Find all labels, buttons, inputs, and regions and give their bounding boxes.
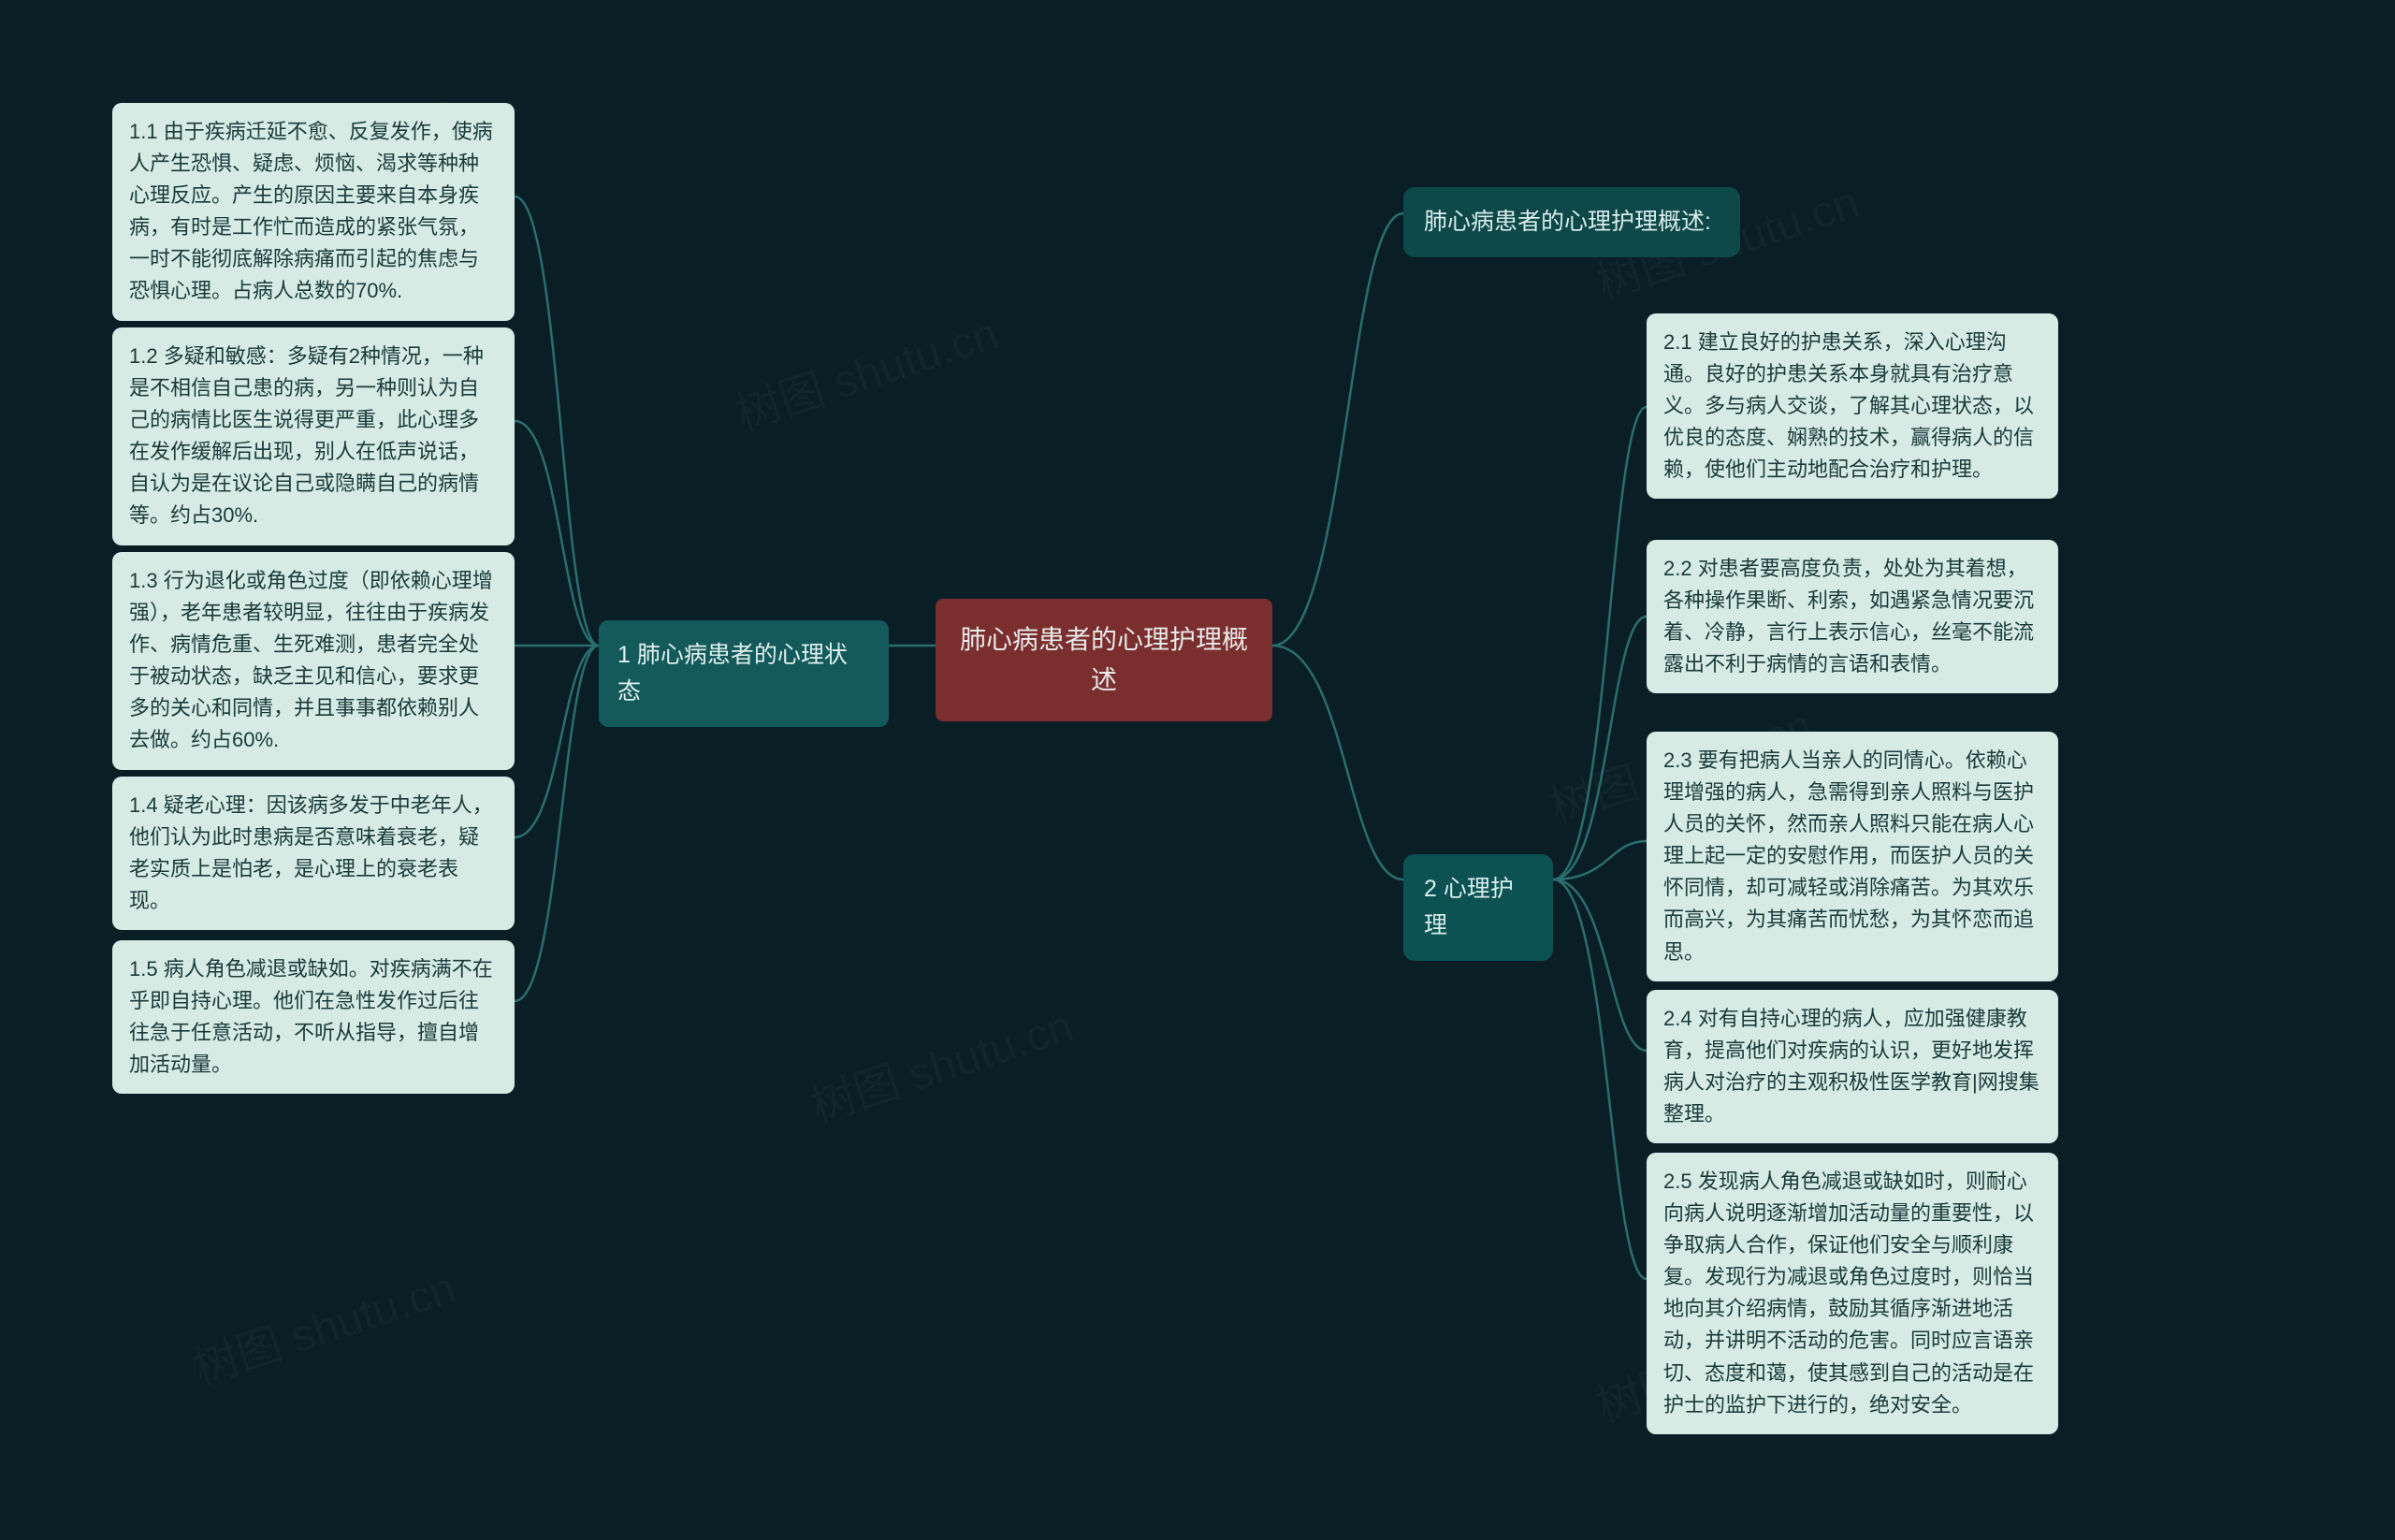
leaf-text: 2.1 建立良好的护患关系，深入心理沟通。良好的护患关系本身就具有治疗意义。多与…	[1663, 330, 2034, 481]
leaf-1-5[interactable]: 1.5 病人角色减退或缺如。对疾病满不在乎即自持心理。他们在急性发作过后往往急于…	[112, 940, 515, 1094]
leaf-text: 2.2 对患者要高度负责，处处为其着想，各种操作果断、利索，如遇紧急情况要沉着、…	[1663, 557, 2034, 676]
leaf-text: 2.4 对有自持心理的病人，应加强健康教育，提高他们对疾病的认识，更好地发挥病人…	[1663, 1007, 2039, 1126]
branch-overview[interactable]: 肺心病患者的心理护理概述:	[1403, 187, 1740, 257]
root-node[interactable]: 肺心病患者的心理护理概述	[936, 599, 1272, 721]
leaf-1-4[interactable]: 1.4 疑老心理：因该病多发于中老年人，他们认为此时患病是否意味着衰老，疑老实质…	[112, 777, 515, 930]
leaf-text: 1.4 疑老心理：因该病多发于中老年人，他们认为此时患病是否意味着衰老，疑老实质…	[129, 793, 493, 912]
leaf-1-3[interactable]: 1.3 行为退化或角色过度（即依赖心理增强），老年患者较明显，往往由于疾病发作、…	[112, 552, 515, 770]
leaf-1-1[interactable]: 1.1 由于疾病迁延不愈、反复发作，使病人产生恐惧、疑虑、烦恼、渴求等种种心理反…	[112, 103, 515, 321]
branch-psych-state[interactable]: 1 肺心病患者的心理状态	[599, 620, 889, 727]
root-label: 肺心病患者的心理护理概述	[960, 625, 1248, 694]
leaf-text: 2.3 要有把病人当亲人的同情心。依赖心理增强的病人，急需得到亲人照料与医护人员…	[1663, 748, 2034, 964]
branch-psych-care[interactable]: 2 心理护理	[1403, 854, 1553, 961]
watermark: 树图 shutu.cn	[801, 989, 1080, 1135]
watermark: 树图 shutu.cn	[726, 297, 1005, 443]
leaf-text: 1.5 病人角色减退或缺如。对疾病满不在乎即自持心理。他们在急性发作过后往往急于…	[129, 957, 493, 1076]
leaf-text: 1.1 由于疾病迁延不愈、反复发作，使病人产生恐惧、疑虑、烦恼、渴求等种种心理反…	[129, 120, 493, 302]
leaf-text: 1.3 行为退化或角色过度（即依赖心理增强），老年患者较明显，往往由于疾病发作、…	[129, 569, 493, 751]
leaf-2-1[interactable]: 2.1 建立良好的护患关系，深入心理沟通。良好的护患关系本身就具有治疗意义。多与…	[1647, 313, 2058, 499]
leaf-1-2[interactable]: 1.2 多疑和敏感：多疑有2种情况，一种是不相信自己患的病，另一种则认为自己的病…	[112, 327, 515, 545]
watermark: 树图 shutu.cn	[183, 1251, 462, 1397]
branch-label: 2 心理护理	[1424, 876, 1514, 938]
leaf-2-5[interactable]: 2.5 发现病人角色减退或缺如时，则耐心向病人说明逐渐增加活动量的重要性，以争取…	[1647, 1153, 2058, 1434]
leaf-text: 2.5 发现病人角色减退或缺如时，则耐心向病人说明逐渐增加活动量的重要性，以争取…	[1663, 1170, 2034, 1417]
branch-label: 肺心病患者的心理护理概述:	[1424, 209, 1711, 235]
branch-label: 1 肺心病患者的心理状态	[617, 642, 848, 705]
leaf-2-4[interactable]: 2.4 对有自持心理的病人，应加强健康教育，提高他们对疾病的认识，更好地发挥病人…	[1647, 990, 2058, 1143]
leaf-2-2[interactable]: 2.2 对患者要高度负责，处处为其着想，各种操作果断、利索，如遇紧急情况要沉着、…	[1647, 540, 2058, 693]
leaf-2-3[interactable]: 2.3 要有把病人当亲人的同情心。依赖心理增强的病人，急需得到亲人照料与医护人员…	[1647, 732, 2058, 981]
leaf-text: 1.2 多疑和敏感：多疑有2种情况，一种是不相信自己患的病，另一种则认为自己的病…	[129, 344, 484, 527]
